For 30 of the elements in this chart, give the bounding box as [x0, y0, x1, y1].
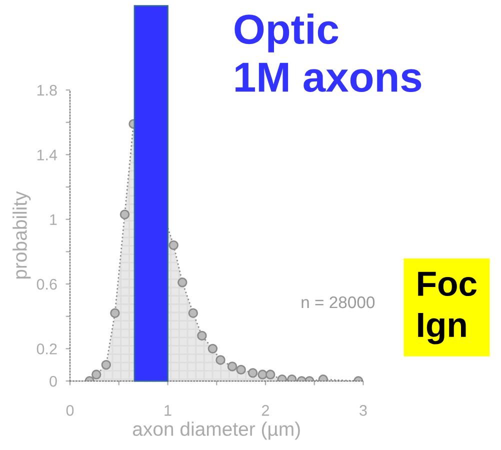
y-tick-label: 0 [50, 376, 57, 387]
point [197, 330, 207, 341]
text: Foc Ign [418, 272, 477, 344]
y-tick-label: 0.2 [36, 344, 57, 354]
point [120, 210, 130, 220]
y-tick-label: 1 [50, 214, 57, 225]
point [101, 360, 112, 370]
point [168, 240, 178, 250]
point [216, 355, 226, 365]
x-tick-label: 2 [262, 405, 269, 416]
annotation: Optic 1M axons [234, 14, 422, 92]
point [236, 364, 246, 375]
y-tick-label: 1.4 [37, 150, 58, 160]
point [227, 362, 238, 372]
y-axis-title: probability [12, 191, 31, 279]
point [92, 370, 102, 380]
annotation: n = 28000 [302, 296, 375, 308]
point [110, 308, 120, 318]
point [208, 344, 218, 354]
x-tick-label: 0 [66, 405, 74, 416]
x-tick-label: 1 [164, 405, 172, 416]
y-tick-label: 1.8 [37, 84, 57, 96]
point [258, 370, 268, 380]
x-tick-label: 3 [360, 405, 367, 416]
y-tick-label: 0.6 [36, 278, 57, 290]
point [178, 278, 188, 288]
point [188, 308, 198, 318]
point [266, 370, 276, 380]
x-axis-title: axon diameter (µm) [132, 422, 300, 440]
point [248, 368, 258, 378]
